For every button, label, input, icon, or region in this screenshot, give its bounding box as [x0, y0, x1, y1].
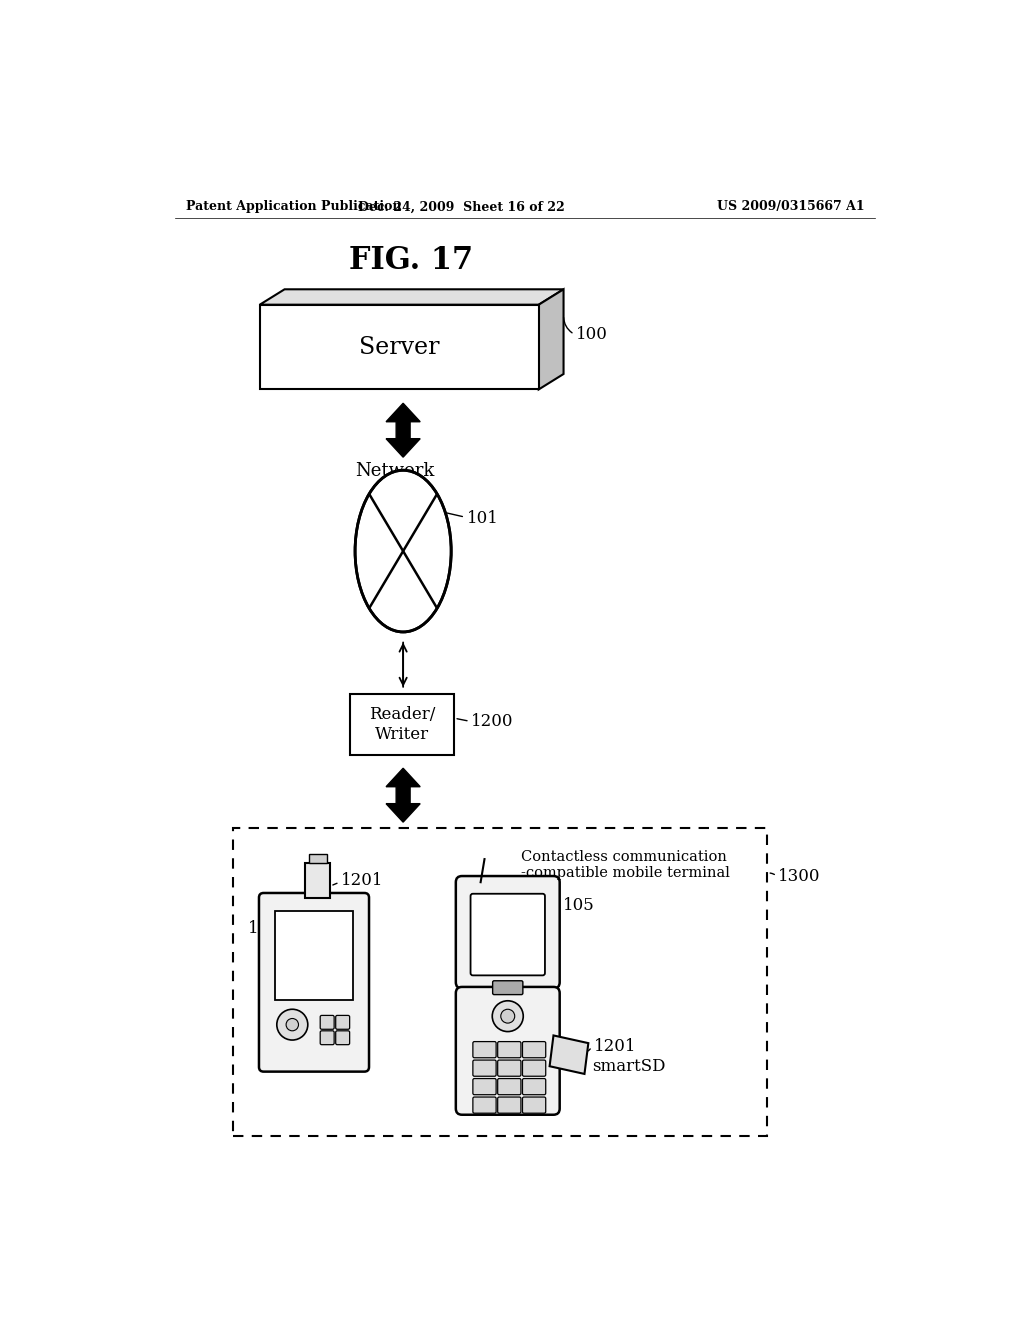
Text: 104: 104	[248, 920, 280, 937]
FancyBboxPatch shape	[522, 1060, 546, 1076]
Polygon shape	[308, 854, 328, 863]
Text: Patent Application Publication: Patent Application Publication	[186, 201, 401, 214]
FancyBboxPatch shape	[321, 1015, 334, 1030]
FancyBboxPatch shape	[473, 1097, 496, 1113]
Polygon shape	[305, 863, 331, 898]
FancyBboxPatch shape	[522, 1097, 546, 1113]
FancyBboxPatch shape	[498, 1060, 521, 1076]
Polygon shape	[349, 693, 455, 755]
FancyBboxPatch shape	[259, 892, 369, 1072]
FancyBboxPatch shape	[336, 1031, 349, 1044]
FancyBboxPatch shape	[473, 1078, 496, 1094]
Text: 1200: 1200	[471, 713, 514, 730]
Polygon shape	[260, 289, 563, 305]
Circle shape	[493, 1001, 523, 1032]
Circle shape	[286, 1019, 299, 1031]
Polygon shape	[260, 305, 539, 389]
Text: FIG. 17: FIG. 17	[349, 246, 473, 276]
FancyBboxPatch shape	[522, 1041, 546, 1057]
Text: 1300: 1300	[778, 867, 820, 884]
Text: 101: 101	[467, 511, 499, 527]
FancyBboxPatch shape	[493, 981, 523, 995]
Text: smartSD: smartSD	[592, 1057, 666, 1074]
Text: Reader/
Writer: Reader/ Writer	[369, 706, 435, 743]
FancyBboxPatch shape	[473, 1041, 496, 1057]
FancyBboxPatch shape	[498, 1078, 521, 1094]
FancyBboxPatch shape	[498, 1041, 521, 1057]
Text: 105: 105	[563, 896, 595, 913]
Polygon shape	[539, 289, 563, 389]
FancyBboxPatch shape	[473, 1060, 496, 1076]
FancyBboxPatch shape	[321, 1031, 334, 1044]
FancyBboxPatch shape	[456, 876, 560, 989]
FancyBboxPatch shape	[522, 1078, 546, 1094]
Circle shape	[276, 1010, 308, 1040]
FancyBboxPatch shape	[498, 1097, 521, 1113]
FancyBboxPatch shape	[471, 894, 545, 975]
Text: 1201: 1201	[341, 873, 384, 890]
Polygon shape	[386, 768, 420, 822]
FancyBboxPatch shape	[275, 911, 352, 1001]
FancyBboxPatch shape	[232, 829, 767, 1137]
Text: Server: Server	[359, 335, 439, 359]
Text: 1201: 1201	[594, 1039, 636, 1056]
Polygon shape	[386, 404, 420, 457]
Text: Dec. 24, 2009  Sheet 16 of 22: Dec. 24, 2009 Sheet 16 of 22	[357, 201, 564, 214]
Ellipse shape	[355, 470, 452, 632]
Text: Contactless communication
-compatible mobile terminal: Contactless communication -compatible mo…	[521, 850, 730, 880]
Polygon shape	[550, 1035, 589, 1074]
Text: US 2009/0315667 A1: US 2009/0315667 A1	[717, 201, 864, 214]
Circle shape	[501, 1010, 515, 1023]
Text: 100: 100	[575, 326, 608, 343]
FancyBboxPatch shape	[456, 987, 560, 1114]
Text: Network: Network	[355, 462, 434, 480]
FancyBboxPatch shape	[336, 1015, 349, 1030]
